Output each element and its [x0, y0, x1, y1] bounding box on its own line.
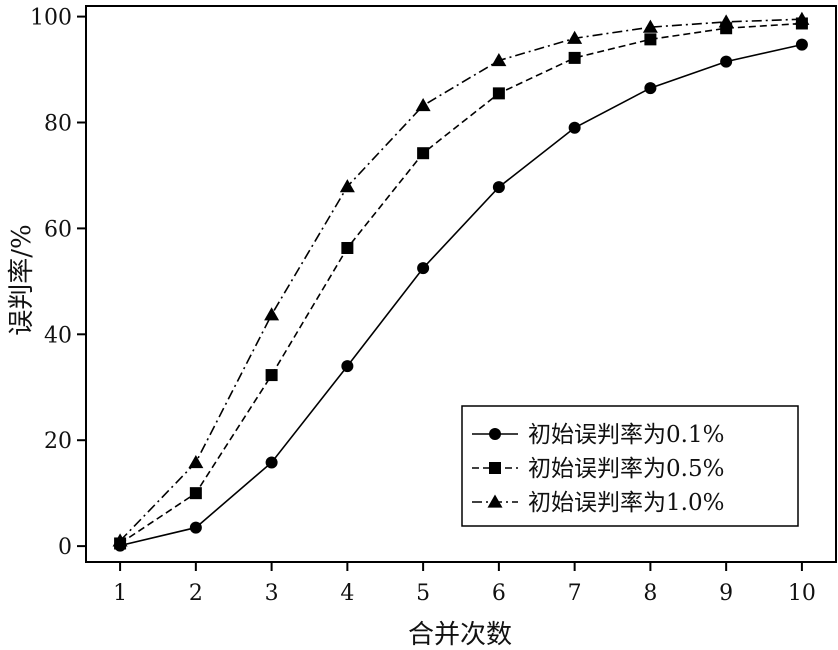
series-3 — [112, 11, 810, 547]
x-tick-label: 9 — [719, 581, 733, 606]
legend-marker — [489, 462, 501, 474]
legend-marker — [489, 428, 501, 440]
data-point — [567, 30, 583, 44]
y-tick-label: 100 — [30, 6, 72, 31]
data-point — [265, 369, 278, 382]
data-point — [341, 241, 354, 254]
legend-item: 初始误判率为0.1% — [472, 422, 724, 448]
y-tick-label: 80 — [44, 111, 72, 136]
data-point — [718, 14, 734, 28]
data-point — [568, 121, 581, 134]
data-point — [642, 19, 658, 33]
data-point — [720, 55, 733, 68]
legend-item: 初始误判率为0.5% — [472, 456, 724, 482]
series-1 — [114, 38, 808, 552]
x-tick-label: 3 — [265, 581, 279, 606]
x-tick-label: 5 — [416, 581, 430, 606]
legend-label: 初始误判率为1.0% — [528, 490, 724, 516]
x-tick-label: 4 — [340, 581, 354, 606]
data-point — [644, 82, 657, 95]
legend-label: 初始误判率为0.5% — [528, 456, 724, 482]
data-point — [644, 33, 657, 46]
legend-item: 初始误判率为1.0% — [472, 490, 724, 516]
data-point — [265, 456, 278, 469]
x-tick-label: 2 — [189, 581, 203, 606]
legend: 初始误判率为0.1% 初始误判率为0.5% 初始误判率为1.0% — [461, 405, 799, 527]
data-point — [417, 147, 430, 160]
data-point — [720, 22, 733, 35]
y-tick-label: 20 — [44, 429, 72, 454]
x-tick-label: 8 — [643, 581, 657, 606]
data-point — [188, 454, 204, 469]
x-tick-label: 6 — [492, 581, 506, 606]
data-point — [264, 307, 280, 321]
x-tick-label: 10 — [788, 581, 816, 606]
data-point — [339, 179, 355, 193]
x-axis-title: 合并次数 — [408, 620, 512, 650]
legend-label: 初始误判率为0.1% — [528, 422, 724, 448]
x-tick-label: 7 — [568, 581, 582, 606]
data-point — [492, 181, 505, 194]
y-tick-label: 60 — [44, 217, 72, 242]
legend-marker — [487, 494, 503, 508]
data-point — [417, 262, 430, 275]
data-point — [189, 487, 202, 500]
data-point — [189, 521, 202, 534]
legend-box — [461, 405, 799, 527]
plot-frame — [85, 5, 837, 563]
data-point — [568, 51, 581, 64]
data-point — [112, 533, 128, 547]
x-tick-label: 1 — [113, 581, 127, 606]
series-line — [119, 22, 802, 545]
data-point — [795, 38, 808, 51]
data-point — [794, 11, 810, 25]
data-point — [415, 98, 431, 112]
data-point — [491, 53, 507, 67]
y-axis-title: 误判率/% — [7, 224, 37, 335]
data-point — [492, 87, 505, 100]
series-line — [119, 43, 803, 547]
y-tick-label: 40 — [44, 323, 72, 348]
y-tick-label: 0 — [58, 535, 72, 560]
data-point — [341, 360, 354, 373]
